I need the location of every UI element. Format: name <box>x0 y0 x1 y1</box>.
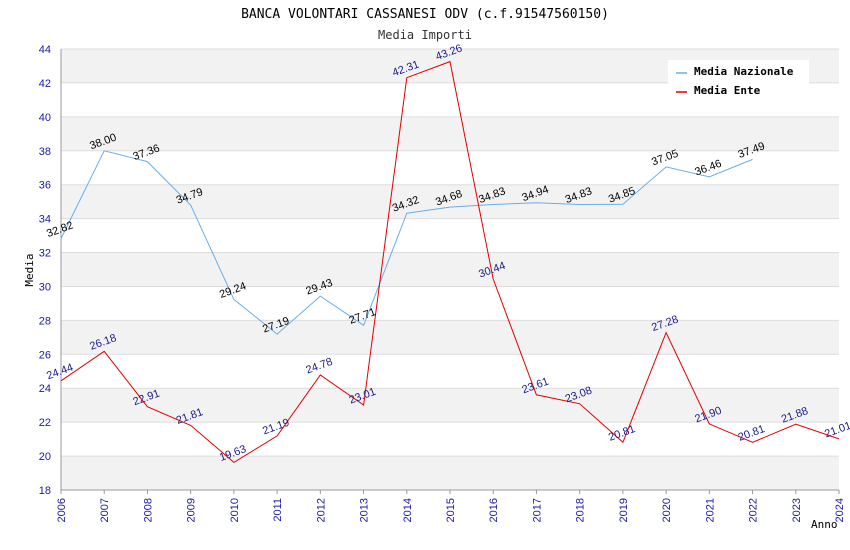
legend-label-ente: Media Ente <box>694 84 761 97</box>
y-tick-label: 30 <box>39 281 51 293</box>
grid-band <box>61 116 839 151</box>
legend: Media Nazionale Media Ente <box>668 60 809 101</box>
x-tick-label: 2023 <box>791 498 803 522</box>
x-tick-label: 2017 <box>531 498 543 522</box>
legend-label-nazionale: Media Nazionale <box>694 65 794 78</box>
y-tick-label: 32 <box>39 248 51 260</box>
x-tick-label: 2016 <box>488 498 500 522</box>
chart-title: BANCA VOLONTARI CASSANESI ODV (c.f.91547… <box>241 7 609 22</box>
data-label: 24.78 <box>304 356 334 377</box>
y-tick-labels: 18 20 22 24 26 28 30 32 34 36 38 40 42 44 <box>39 44 51 497</box>
data-label: 21.01 <box>823 420 850 441</box>
axes <box>60 49 840 494</box>
x-tick-label: 2015 <box>445 498 457 522</box>
grid-band <box>61 388 839 423</box>
y-tick-label: 22 <box>39 417 51 429</box>
grid-band <box>61 252 839 287</box>
x-tick-label: 2019 <box>618 498 630 522</box>
x-tick-label: 2020 <box>661 498 673 522</box>
x-tick-label: 2011 <box>272 498 284 522</box>
x-axis-label: Anno <box>811 518 838 531</box>
x-tick-label: 2006 <box>56 498 68 522</box>
chart-subtitle: Media Importi <box>378 28 472 42</box>
legend-box <box>668 60 809 101</box>
x-tick-label: 2013 <box>359 498 371 522</box>
grid-band <box>61 184 839 219</box>
x-tick-label: 2010 <box>229 498 241 522</box>
x-tick-label: 2022 <box>748 498 760 522</box>
y-tick-label: 44 <box>39 44 51 56</box>
x-tick-label: 2018 <box>575 498 587 522</box>
y-tick-label: 28 <box>39 315 51 327</box>
x-tick-label: 2024 <box>834 498 846 522</box>
y-axis-label: Media <box>23 253 36 286</box>
y-tick-label: 24 <box>39 383 51 395</box>
series-line-media-nazionale <box>60 150 753 335</box>
y-tick-label: 20 <box>39 451 51 463</box>
data-label: 36.46 <box>693 158 723 179</box>
y-tick-label: 26 <box>39 349 51 361</box>
x-tick-label: 2021 <box>704 498 716 522</box>
data-label: 24.44 <box>45 362 75 383</box>
x-tick-label: 2007 <box>99 498 111 522</box>
grid-band <box>61 456 839 490</box>
y-tick-label: 40 <box>39 112 51 124</box>
y-tick-label: 34 <box>39 214 51 226</box>
x-tick-label: 2009 <box>186 498 198 522</box>
x-tick-labels: 2006 2007 2008 2009 2010 2011 2012 2013 2014 2015… <box>56 498 846 522</box>
x-tick-label: 2008 <box>142 498 154 522</box>
grid-bands <box>61 49 839 490</box>
y-tick-label: 36 <box>39 180 51 192</box>
series-line-media-ente <box>60 60 840 464</box>
y-tick-label: 38 <box>39 146 51 158</box>
grid-band <box>61 320 839 355</box>
x-tick-label: 2012 <box>315 498 327 522</box>
x-tick-label: 2014 <box>402 498 414 522</box>
data-label: 20.81 <box>737 423 767 444</box>
y-tick-label: 42 <box>39 78 51 90</box>
series-lines <box>60 60 840 464</box>
y-tick-label: 18 <box>39 485 51 497</box>
